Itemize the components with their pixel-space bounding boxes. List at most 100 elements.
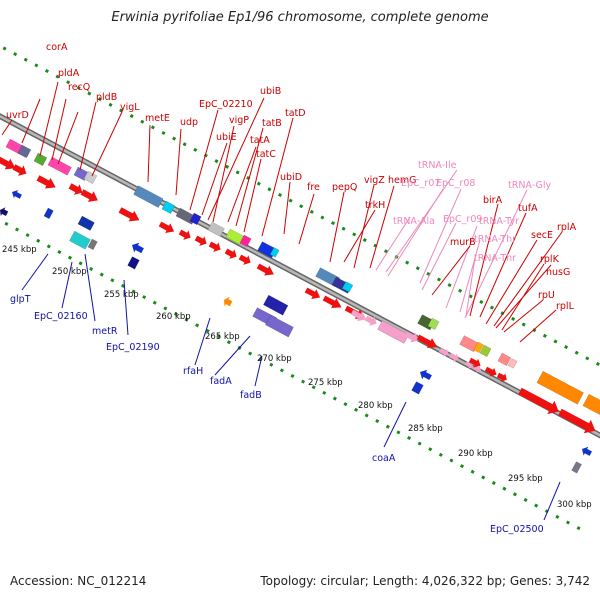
forward-gene-label[interactable]: vigP	[229, 115, 249, 126]
gene-arrow[interactable]	[238, 254, 251, 265]
forward-gene-label[interactable]: uvrD	[6, 110, 29, 121]
forward-gene-label[interactable]: pldB	[96, 92, 117, 103]
gene-block[interactable]	[17, 144, 32, 159]
rna-gene-label[interactable]: tRNA-Gly	[508, 180, 551, 191]
forward-gene-label[interactable]: tufA	[518, 203, 538, 214]
forward-gene-label[interactable]: fre	[307, 182, 320, 193]
reverse-gene-label[interactable]: fadA	[210, 376, 232, 387]
forward-gene-label[interactable]: vigZ	[364, 175, 385, 186]
gene-arrow[interactable]	[304, 287, 321, 299]
gene-arrow[interactable]	[12, 190, 22, 199]
reverse-gene-label[interactable]: metR	[92, 326, 118, 337]
forward-gene-label[interactable]: tatC	[256, 149, 276, 160]
forward-gene-label[interactable]: murB	[450, 237, 476, 248]
gene-block[interactable]	[263, 294, 289, 316]
gene-arrow[interactable]	[438, 348, 449, 357]
gene-arrow[interactable]	[12, 164, 27, 176]
gene-block[interactable]	[69, 230, 91, 250]
gene-block[interactable]	[43, 207, 54, 220]
rna-gene-label[interactable]: tRNA-Ile	[418, 160, 457, 171]
forward-gene-label[interactable]: ubiB	[260, 86, 281, 97]
gene-arrow[interactable]	[132, 242, 144, 254]
gene-arrow[interactable]	[118, 207, 140, 222]
reverse-gene-label[interactable]: rfaH	[183, 366, 203, 377]
gene-block[interactable]	[582, 393, 600, 420]
rna-gene-label[interactable]: EpC_r07	[401, 178, 440, 189]
gene-block[interactable]	[225, 228, 245, 245]
gene-arrow[interactable]	[36, 175, 56, 189]
gene-arrow[interactable]	[224, 296, 233, 307]
forward-gene-label[interactable]: tatD	[285, 108, 306, 119]
gene-arrow[interactable]	[80, 189, 98, 202]
gene-arrow[interactable]	[350, 309, 367, 321]
gene-block[interactable]	[127, 256, 140, 270]
gene-arrow[interactable]	[496, 372, 507, 382]
forward-gene-label[interactable]: yigL	[120, 102, 140, 113]
gene-arrow[interactable]	[0, 155, 16, 170]
gene-arrow[interactable]	[68, 183, 83, 195]
gene-arrow[interactable]	[420, 369, 432, 380]
forward-gene-label[interactable]: udp	[180, 117, 198, 128]
forward-gene-label[interactable]: trkH	[365, 200, 385, 211]
gene-block[interactable]	[133, 185, 164, 208]
gene-arrow[interactable]	[404, 331, 419, 343]
gene-block[interactable]	[239, 234, 252, 248]
forward-gene-label[interactable]: secE	[531, 230, 553, 241]
rna-gene-label[interactable]: tRNA-Thr	[474, 234, 516, 245]
rna-gene-label[interactable]: EpC_r08	[436, 178, 475, 189]
forward-gene-label[interactable]: tatA	[250, 135, 270, 146]
forward-gene-label[interactable]: EpC_02210	[199, 99, 253, 110]
forward-gene-label[interactable]: corA	[46, 42, 68, 53]
gene-block[interactable]	[161, 200, 176, 215]
reverse-gene-label[interactable]: EpC_02500	[490, 524, 544, 535]
rna-gene-label[interactable]: tRNA-Thr	[474, 253, 516, 264]
reverse-gene-label[interactable]: fadB	[240, 390, 262, 401]
forward-gene-label[interactable]: rplA	[557, 222, 577, 233]
gene-block[interactable]	[269, 247, 280, 258]
gene-arrow[interactable]	[194, 235, 207, 246]
forward-gene-label[interactable]: nusG	[546, 267, 570, 278]
gene-arrow[interactable]	[364, 315, 377, 326]
forward-gene-label[interactable]: rpU	[538, 290, 555, 301]
rna-gene-label[interactable]: tRNA-Ala	[393, 216, 435, 227]
gene-block[interactable]	[459, 335, 479, 353]
rna-gene-label[interactable]: EpC_r09	[443, 214, 482, 225]
forward-gene-label[interactable]: birA	[483, 195, 503, 206]
gene-block[interactable]	[497, 352, 512, 367]
gene-block[interactable]	[507, 358, 518, 369]
forward-gene-label[interactable]: pldA	[58, 68, 80, 79]
forward-gene-label[interactable]: ubiE	[216, 132, 237, 143]
gene-block[interactable]	[47, 156, 72, 176]
gene-block[interactable]	[571, 461, 582, 474]
gene-block[interactable]	[377, 320, 410, 344]
gene-arrow[interactable]	[518, 387, 559, 414]
forward-gene-label[interactable]: hemG	[388, 175, 416, 186]
gene-block[interactable]	[341, 281, 354, 293]
gene-block[interactable]	[479, 344, 492, 358]
forward-gene-label[interactable]: metE	[145, 113, 170, 124]
gene-arrow[interactable]	[224, 248, 237, 259]
gene-arrow[interactable]	[322, 295, 342, 308]
gene-block[interactable]	[33, 152, 48, 167]
forward-gene-label[interactable]: rplK	[540, 254, 560, 265]
gene-block[interactable]	[77, 215, 95, 231]
reverse-gene-label[interactable]: EpC_02160	[34, 311, 88, 322]
forward-gene-label[interactable]: tatB	[262, 118, 282, 129]
forward-gene-label[interactable]: ubiD	[280, 172, 302, 183]
gene-arrow[interactable]	[484, 366, 497, 377]
gene-block[interactable]	[473, 341, 484, 354]
rna-gene-label[interactable]: tRNA-Tyr	[479, 216, 519, 227]
gene-block[interactable]	[83, 170, 98, 185]
gene-block[interactable]	[265, 314, 294, 338]
gene-block[interactable]	[189, 212, 202, 226]
gene-arrow[interactable]	[448, 353, 459, 362]
gene-block[interactable]	[411, 381, 424, 395]
gene-arrow[interactable]	[0, 207, 9, 217]
reverse-gene-label[interactable]: coaA	[372, 453, 396, 464]
gene-arrow[interactable]	[256, 263, 274, 276]
gene-block[interactable]	[207, 221, 225, 237]
gene-arrow[interactable]	[558, 408, 596, 434]
forward-gene-label[interactable]: rplL	[556, 301, 575, 312]
forward-gene-label[interactable]: pepQ	[332, 182, 357, 193]
gene-block[interactable]	[536, 370, 584, 405]
